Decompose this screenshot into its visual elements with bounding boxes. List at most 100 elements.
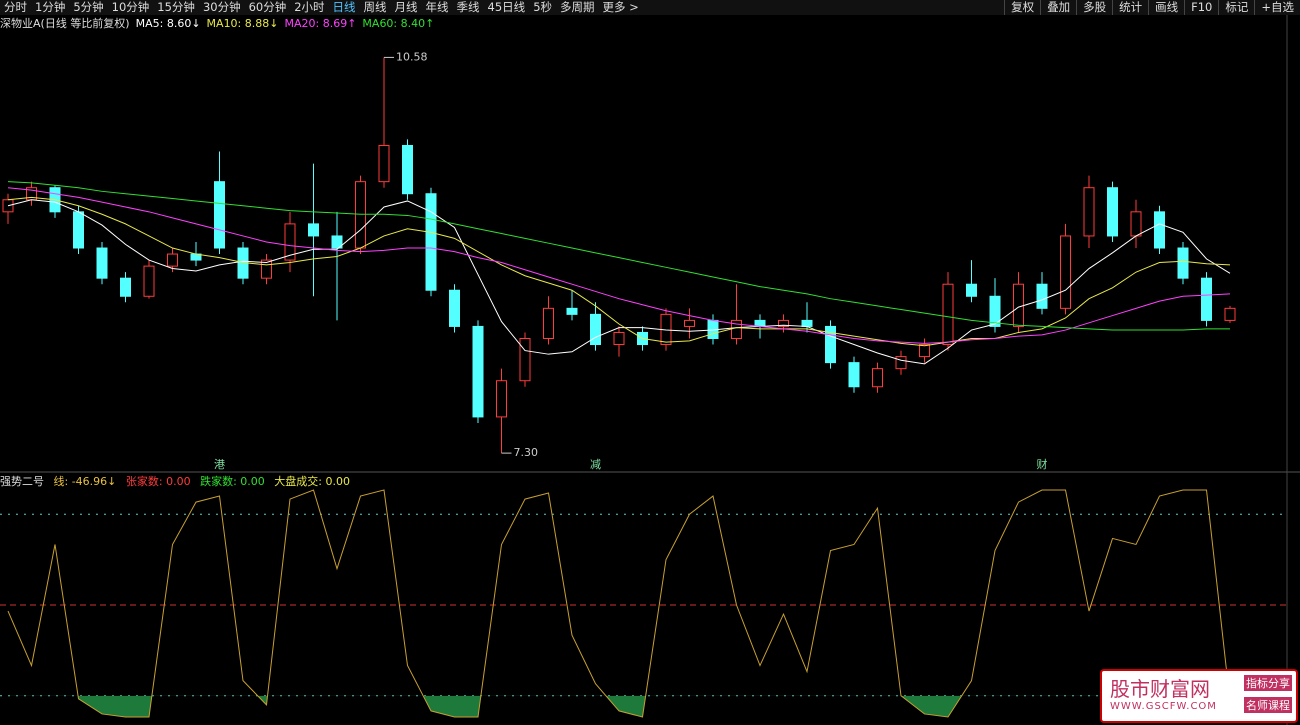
candle-body bbox=[402, 144, 413, 195]
rise-label: 张家数: 0.00 bbox=[125, 475, 191, 488]
ma-label: MA5: 8.60↓ bbox=[135, 17, 201, 30]
candle-body bbox=[519, 337, 531, 382]
candle-body bbox=[1130, 211, 1142, 237]
candle-body bbox=[1060, 235, 1071, 309]
tool-button[interactable]: 画线 bbox=[1148, 0, 1184, 15]
candle-body bbox=[966, 283, 977, 297]
candle-body bbox=[96, 247, 108, 279]
candle-body bbox=[778, 319, 789, 327]
candle-body bbox=[1013, 283, 1024, 327]
price-legend: 深物业A(日线 等比前复权) MA5: 8.60↓ MA10: 8.88↓ MA20:… bbox=[0, 16, 440, 32]
candle-body bbox=[919, 344, 930, 358]
period-tab[interactable]: 45日线 bbox=[487, 0, 526, 14]
candle-body bbox=[143, 265, 155, 297]
ma-label: MA60: 8.40↑ bbox=[362, 17, 435, 30]
candle-body bbox=[543, 307, 554, 339]
candle-body bbox=[1224, 307, 1236, 321]
tool-button[interactable]: 复权 bbox=[1004, 0, 1040, 15]
tool-button[interactable]: F10 bbox=[1184, 0, 1218, 15]
candle-body bbox=[895, 356, 907, 370]
period-tab[interactable]: 2小时 bbox=[294, 0, 325, 14]
tools: 复权 叠加 多股 统计 画线 F10 标记 +自选 bbox=[1004, 0, 1300, 15]
tool-button[interactable]: 叠加 bbox=[1040, 0, 1076, 15]
ma-line bbox=[7, 196, 1231, 347]
candle-body bbox=[2, 199, 14, 213]
period-tab[interactable]: 更多 > bbox=[602, 0, 639, 14]
candle-body bbox=[848, 362, 860, 388]
high-label: 10.58 bbox=[396, 50, 428, 63]
wm-url: WWW.GSCFW.COM bbox=[1110, 701, 1217, 712]
candle-body bbox=[308, 223, 319, 237]
candle-body bbox=[425, 193, 437, 291]
candle-body bbox=[1154, 211, 1165, 249]
event-marker: 减 bbox=[590, 458, 601, 471]
candle-body bbox=[472, 325, 484, 418]
period-tab[interactable]: 60分钟 bbox=[248, 0, 287, 14]
candle-body bbox=[754, 319, 766, 327]
indicator-legend: 强势二号 线: -46.96↓ 张家数: 0.00 跌家数: 0.00 大盘成交… bbox=[0, 474, 356, 490]
candle-body bbox=[378, 144, 390, 183]
candle-body bbox=[449, 289, 460, 327]
ma-line bbox=[7, 187, 1231, 344]
candle-body bbox=[872, 368, 883, 388]
period-tab[interactable]: 周线 bbox=[363, 0, 387, 14]
candle-body bbox=[1201, 277, 1212, 321]
candle-body bbox=[496, 380, 507, 418]
toolbar: 分时 1分钟 5分钟 10分钟 15分钟 30分钟 60分钟 2小时 日线 周线 月线 年线 季线 45日… bbox=[0, 0, 1300, 15]
period-tab[interactable]: 15分钟 bbox=[157, 0, 195, 14]
period-tab[interactable]: 分时 bbox=[4, 0, 27, 14]
ma-label: MA20: 8.69↑ bbox=[284, 17, 357, 30]
low-label: 7.30 bbox=[514, 446, 539, 459]
tool-button[interactable]: 标记 bbox=[1218, 0, 1254, 15]
candle-body bbox=[355, 181, 366, 249]
tool-button[interactable]: 统计 bbox=[1112, 0, 1148, 15]
candle-body bbox=[613, 331, 625, 346]
period-tabs: 分时 1分钟 5分钟 10分钟 15分钟 30分钟 60分钟 2小时 日线 周线 月线 年线 季线 45日… bbox=[0, 0, 643, 15]
line-label: 线: -46.96↓ bbox=[53, 475, 117, 488]
period-tab[interactable]: 5分钟 bbox=[73, 0, 104, 14]
period-tab[interactable]: 10分钟 bbox=[111, 0, 150, 14]
candle-body bbox=[73, 211, 84, 249]
period-tab[interactable]: 多周期 bbox=[560, 0, 595, 14]
wm-title: 股市财富网 bbox=[1110, 677, 1210, 701]
period-tab[interactable]: 年线 bbox=[425, 0, 449, 14]
candle-body bbox=[684, 319, 695, 327]
indicator-line bbox=[7, 489, 1231, 718]
wm-tag: 名师课程 bbox=[1244, 697, 1292, 713]
period-tab[interactable]: 季线 bbox=[456, 0, 480, 14]
candle-body bbox=[1083, 187, 1095, 237]
period-tab[interactable]: 日线 bbox=[332, 0, 356, 14]
wm-tag: 指标分享 bbox=[1244, 675, 1292, 691]
candle-body bbox=[167, 253, 178, 267]
watermark: 股市财富网 WWW.GSCFW.COM 指标分享 名师课程 bbox=[1100, 669, 1298, 723]
indicator-name: 强势二号 bbox=[0, 475, 44, 488]
period-tab[interactable]: 月线 bbox=[394, 0, 418, 14]
candle-body bbox=[942, 283, 954, 346]
period-tab[interactable]: 5秒 bbox=[533, 0, 553, 14]
tool-button[interactable]: 多股 bbox=[1076, 0, 1112, 15]
candle-body bbox=[801, 319, 813, 327]
candle-body bbox=[261, 259, 272, 279]
candle-body bbox=[214, 181, 225, 249]
low-fill bbox=[8, 695, 1230, 717]
period-tab[interactable]: 30分钟 bbox=[202, 0, 241, 14]
candle-body bbox=[331, 235, 343, 249]
candle-body bbox=[731, 319, 742, 339]
candle-body bbox=[825, 325, 836, 364]
tool-button[interactable]: +自选 bbox=[1254, 0, 1300, 15]
ma-line bbox=[7, 181, 1230, 331]
candle-body bbox=[1036, 283, 1048, 309]
candle-body bbox=[590, 313, 601, 346]
candle-body bbox=[566, 307, 578, 315]
volume-label: 大盘成交: 0.00 bbox=[274, 475, 350, 488]
period-tab[interactable]: 1分钟 bbox=[35, 0, 66, 14]
event-marker: 财 bbox=[1037, 457, 1048, 471]
candle-body bbox=[120, 277, 131, 297]
candle-body bbox=[1177, 247, 1189, 279]
ma-line bbox=[7, 199, 1231, 365]
stock-title: 深物业A(日线 等比前复权) bbox=[0, 17, 130, 30]
event-marker: 港 bbox=[214, 458, 225, 471]
ma-label: MA10: 8.88↓ bbox=[206, 17, 279, 30]
